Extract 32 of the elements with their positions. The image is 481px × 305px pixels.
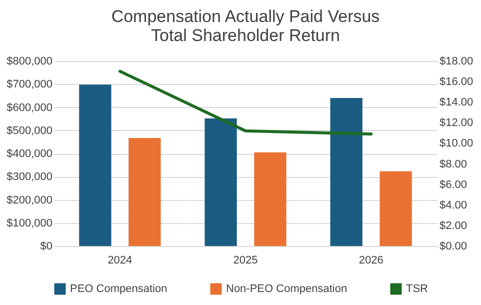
bar <box>128 138 161 246</box>
bar <box>330 98 362 246</box>
bar <box>204 118 237 246</box>
y2-tick-label: $18.00 <box>440 56 474 68</box>
y2-tick-label: $0.00 <box>440 240 468 252</box>
x-tick-label: 2026 <box>358 254 384 266</box>
legend-label: Non-PEO Compensation <box>226 283 348 295</box>
y2-tick-label: $16.00 <box>440 76 474 88</box>
y-tick-label: $600,000 <box>6 102 52 114</box>
y2-tick-label: $8.00 <box>440 158 468 170</box>
y-tick-label: $400,000 <box>6 148 52 160</box>
y-tick-label: $700,000 <box>6 78 52 91</box>
y2-tick-label: $12.00 <box>440 117 474 130</box>
y2-tick-label: $10.00 <box>440 138 474 150</box>
y2-tick-label: $2.00 <box>440 220 468 232</box>
legend-label: PEO Compensation <box>70 283 168 295</box>
bar <box>79 84 112 246</box>
y-tick-label: $300,000 <box>6 171 52 184</box>
y2-tick-label: $14.00 <box>440 96 474 109</box>
y2-tick-label: $6.00 <box>440 178 468 191</box>
bar <box>254 152 286 246</box>
y-tick-label: $200,000 <box>6 194 52 206</box>
chart-title: Compensation Actually Paid Versus Total Shareholder Return <box>111 7 380 45</box>
legend-label: TSR <box>406 283 428 295</box>
y-tick-label: $800,000 <box>6 56 52 68</box>
y-tick-label: $100,000 <box>6 217 52 230</box>
y-tick-label: $0 <box>40 240 52 252</box>
bar <box>380 171 412 246</box>
y-tick-label: $500,000 <box>6 124 52 137</box>
x-tick-label: 2025 <box>233 254 258 266</box>
x-tick-label: 2024 <box>108 254 132 266</box>
y2-tick-label: $4.00 <box>440 199 468 212</box>
